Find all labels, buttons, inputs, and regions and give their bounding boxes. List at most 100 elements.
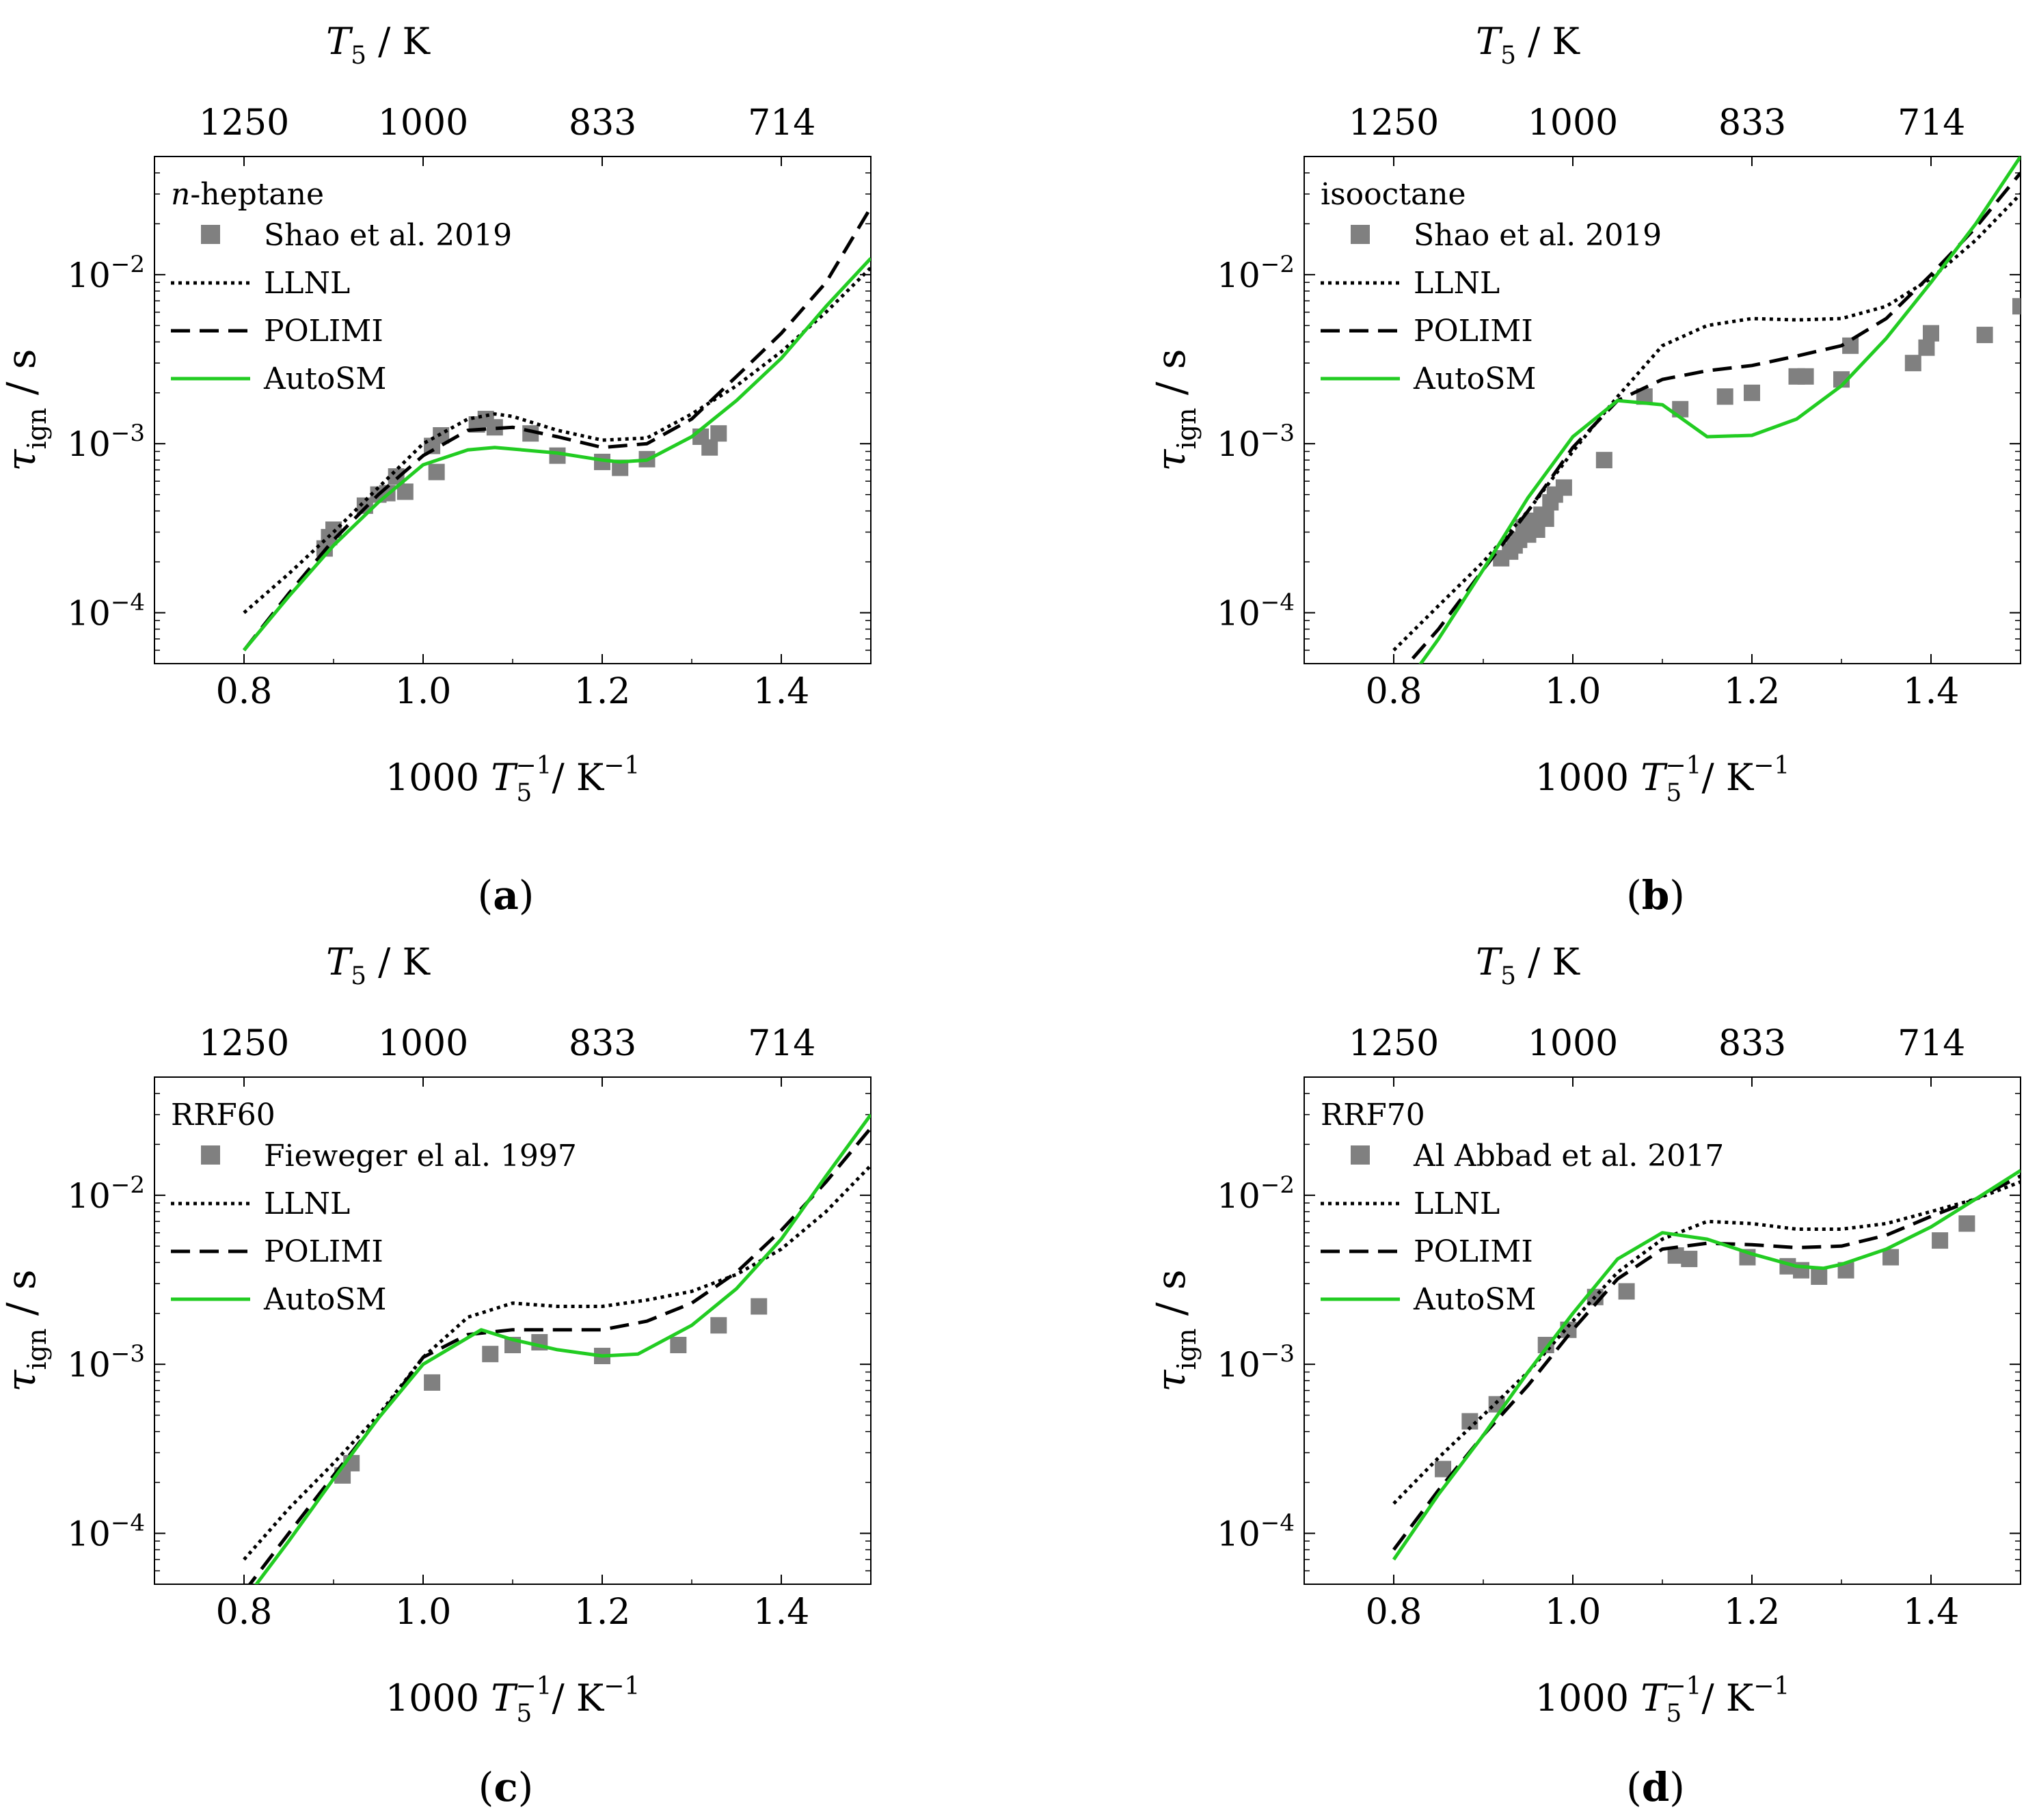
legend: RRF70 Al Abbad et al. 2017 LLNL POLIMI AutoS… [1321,1098,1724,1317]
experiment-point [710,425,727,442]
experiment-point [670,1337,687,1354]
experiment-point [1932,1232,1949,1249]
x-axis-label: 1000 T−1 5 / K−1 [1535,752,1790,807]
y-tick-label: 10−3 [67,1340,145,1385]
top-tick-label: 833 [1718,103,1786,144]
experiment-point [1918,339,1935,356]
legend-label: LLNL [264,1186,350,1221]
legend-label: AutoSM [1413,362,1536,396]
experiment-point [1681,1251,1698,1268]
fuel-label: RRF60 [171,1098,275,1132]
series-line-autosm [1392,1169,2021,1561]
y-tick-label: 10−4 [67,589,145,634]
experiment-point [1882,1249,1900,1266]
x-tick-label: 1.4 [753,671,810,712]
top-axis-label: T5 / K [1476,20,1580,70]
series-line-autosm [243,257,871,651]
legend-label: LLNL [1414,266,1500,301]
top-tick-label: 1000 [1528,1023,1618,1064]
plot-frame [1304,156,2021,664]
experiment-point [1744,384,1760,401]
top-tick-label: 1250 [199,103,289,144]
y-tick-label: 10−3 [67,420,145,464]
panel-caption: (a) [478,872,535,919]
legend-label: POLIMI [1414,314,1533,349]
series-line-polimi [1392,1174,2021,1551]
x-tick-label: 1.2 [574,671,631,712]
legend-marker-experiment [201,225,220,244]
top-axis-label: T5 / K [1476,940,1580,990]
legend-label: AutoSM [1413,1282,1536,1317]
panel-caption: (d) [1626,1764,1685,1810]
x-tick-label: 0.8 [216,671,273,712]
panel-caption: (c) [478,1764,534,1810]
x-tick-label: 1.2 [574,1592,631,1633]
top-tick-label: 1250 [1349,1023,1439,1064]
experiment-point [482,1346,499,1363]
series-line-llnl [1392,193,2021,652]
x-tick-label: 1.2 [1724,1592,1781,1633]
x-tick-label: 1.0 [395,671,452,712]
legend: RRF60 Fieweger el al. 1997 LLNL POLIMI AutoS… [171,1098,577,1317]
data-layer [1392,1169,2021,1561]
experiment-point [710,1317,727,1334]
chart-panel-c: 0.8 1.0 1.2 1.4 1250 1000 833 714 T5 / K 10−4 10−3… [0,940,872,1810]
y-tick-label: 10−4 [67,1510,145,1554]
experiment-point [2012,298,2021,315]
experiment-point [751,1298,768,1315]
y-tick-label: 10−2 [67,1171,145,1216]
x-tick-label: 1.2 [1724,671,1781,712]
x-tick-label: 1.4 [1903,1592,1960,1633]
top-tick-label: 1250 [1349,103,1439,144]
panel-caption: (b) [1626,872,1685,919]
x-tick-label: 0.8 [216,1592,273,1633]
top-tick-label: 1000 [378,103,468,144]
y-tick-label: 10−2 [67,251,145,295]
series-line-llnl [243,266,871,614]
legend-marker-experiment [1351,225,1370,244]
series-line-polimi [243,206,871,651]
experiment-point [428,463,445,480]
x-axis-label: 1000 T−1 5 / K−1 [1535,1672,1790,1728]
top-tick-label: 714 [1898,1023,1965,1064]
x-tick-label: 1.0 [1545,671,1602,712]
fuel-label: n-heptane [171,177,324,212]
legend-label: POLIMI [1414,1234,1533,1269]
legend-label: POLIMI [264,1234,383,1269]
legend-marker-experiment [1351,1145,1370,1165]
experiment-point [1555,479,1572,496]
experiment-point [1435,1461,1452,1478]
legend-label: AutoSM [263,362,386,396]
x-axis-label: 1000 T−1 5 / K−1 [386,1672,640,1728]
y-tick-label: 10−3 [1217,1340,1295,1385]
experiment-point [1811,1268,1828,1285]
data-layer [243,1113,871,1584]
top-tick-label: 714 [748,103,815,144]
top-axis-label: T5 / K [326,940,431,990]
fuel-label: isooctane [1321,177,1466,212]
top-tick-label: 714 [1898,103,1965,144]
experiment-point [1595,452,1612,469]
legend-label: Fieweger el al. 1997 [264,1139,577,1173]
experiment-point [1842,337,1859,354]
experiment-point [424,1374,441,1391]
top-tick-label: 833 [1718,1023,1786,1064]
x-tick-label: 1.0 [395,1592,452,1633]
y-axis-label: τign / s [1148,1269,1202,1391]
data-layer [243,206,871,651]
y-axis-label: τign / s [1148,349,1202,471]
data-layer [1392,157,2021,664]
y-tick-label: 10−2 [1217,251,1295,295]
experiment-point [1537,510,1554,527]
legend: n-heptane Shao et al. 2019 LLNL POLIMI AutoS… [171,177,512,396]
legend-label: Shao et al. 2019 [1414,218,1662,253]
experiment-point [1976,327,1993,344]
top-tick-label: 1250 [199,1023,289,1064]
legend-label: LLNL [1414,1186,1500,1221]
x-tick-label: 0.8 [1366,671,1422,712]
y-tick-label: 10−4 [1217,589,1295,634]
series-line-autosm [1418,157,2021,664]
experiment-point [701,439,718,456]
y-axis-label: τign / s [0,349,52,471]
